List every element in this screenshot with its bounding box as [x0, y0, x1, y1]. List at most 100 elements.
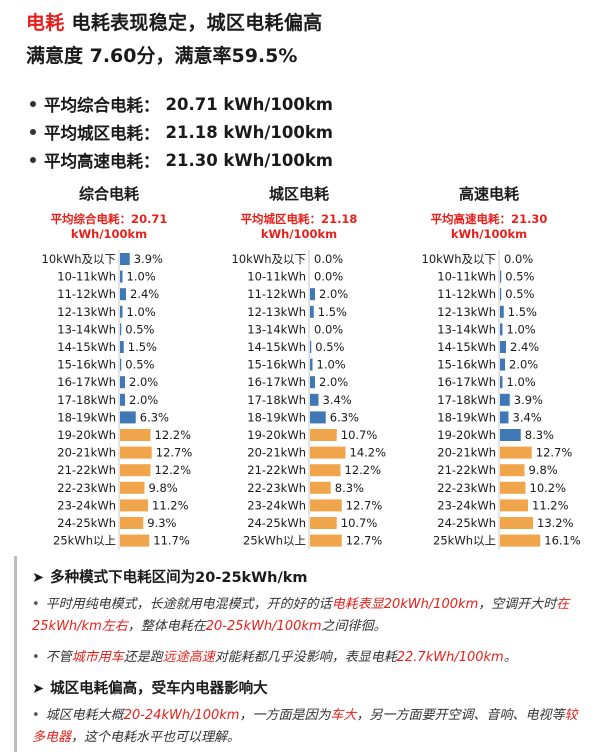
- value-label: 8.3%: [335, 481, 364, 495]
- value-label: 1.0%: [507, 375, 536, 389]
- bar: [120, 305, 123, 318]
- notes-section: ➤ 多种模式下电耗区间为20-25kWh/km • 平时用纯电模式，长途就用电混模式…: [14, 556, 594, 752]
- category-label: 21-22kWh: [57, 463, 116, 477]
- bar: [310, 411, 326, 424]
- bar: [500, 534, 541, 547]
- category-label: 10-11kWh: [437, 270, 496, 284]
- bar: [310, 517, 337, 529]
- highlight-text: 20-24kWh/100km: [123, 708, 240, 723]
- bar: [120, 376, 125, 389]
- value-label: 16.1%: [544, 534, 581, 548]
- bar: [310, 429, 337, 441]
- category-label: 14-15kWh: [437, 340, 496, 354]
- bar: [500, 517, 533, 529]
- category-label: 11-12kWh: [57, 287, 116, 301]
- chart-subtitle: 平均城区电耗：21.18 kWh/100km: [240, 212, 358, 241]
- category-label: 12-13kWh: [247, 305, 306, 319]
- average-label: 平均综合电耗：: [44, 96, 160, 115]
- category-label: 16-17kWh: [57, 375, 116, 389]
- bullet-icon: [30, 101, 36, 107]
- averages-list: 平均综合电耗： 20.71 kWh/100km 平均城区电耗： 21.18 kWh/…: [30, 90, 333, 174]
- value-label: 0.0%: [504, 252, 533, 266]
- category-label: 20-21kWh: [437, 446, 496, 460]
- text: 之间徘徊。: [321, 619, 387, 634]
- bar: [500, 270, 502, 283]
- category-label: 25kWh以上: [243, 534, 306, 548]
- bar: [500, 446, 532, 459]
- value-label: 12.2%: [155, 463, 192, 477]
- category-label: 24-25kWh: [437, 516, 496, 530]
- bar: [310, 464, 341, 477]
- category-label: 17-18kWh: [247, 393, 306, 407]
- category-label: 24-25kWh: [57, 516, 116, 530]
- heading-text: 城区电耗偏高，受车内电器影响大: [50, 681, 268, 697]
- bullet-icon: •: [32, 597, 40, 612]
- value-label: 0.0%: [314, 270, 343, 284]
- value-label: 0.5%: [125, 358, 154, 372]
- category-label: 10-11kWh: [57, 270, 116, 284]
- bar: [500, 376, 503, 389]
- bar: [120, 481, 145, 494]
- bar: [310, 288, 315, 301]
- value-label: 6.3%: [140, 410, 169, 424]
- value-label: 9.8%: [149, 481, 178, 495]
- value-label: 2.0%: [509, 358, 538, 372]
- chart-combined: 10kWh及以下 3.9% 10-11kWh 1.0% 11-12kWh 2.4% 12-1…: [42, 250, 193, 550]
- value-label: 1.0%: [127, 305, 156, 319]
- bar: [120, 446, 152, 459]
- category-label: 15-16kWh: [247, 358, 306, 372]
- bar: [500, 429, 521, 441]
- bar: [500, 305, 504, 318]
- value-label: 8.3%: [525, 428, 554, 442]
- category-label: 13-14kWh: [247, 322, 306, 336]
- category-label: 22-23kWh: [247, 481, 306, 495]
- category-label: 21-22kWh: [437, 463, 496, 477]
- category-label: 24-25kWh: [247, 516, 306, 530]
- value-label: 10.2%: [530, 481, 567, 495]
- chevron-right-icon: ➤: [32, 681, 45, 697]
- bar: [120, 429, 151, 441]
- category-label: 14-15kWh: [57, 340, 116, 354]
- chart-title: 城区电耗: [268, 185, 329, 203]
- category-label: 11-12kWh: [437, 287, 496, 301]
- value-label: 12.2%: [155, 428, 192, 442]
- text: ，空调开大时: [478, 597, 557, 612]
- bar: [120, 288, 126, 301]
- bar: [500, 358, 505, 371]
- notes-heading-2: ➤ 城区电耗偏高，受车内电器影响大: [32, 677, 268, 698]
- bar: [120, 517, 144, 529]
- category-label: 25kWh以上: [433, 534, 496, 548]
- category-label: 17-18kWh: [57, 393, 116, 407]
- text: 对能耗都几乎没影响，表显电耗: [214, 650, 397, 665]
- category-label: 13-14kWh: [437, 322, 496, 336]
- value-label: 2.0%: [129, 375, 158, 389]
- category-label: 21-22kWh: [247, 463, 306, 477]
- average-row-city: 平均城区电耗： 21.18 kWh/100km: [30, 118, 333, 146]
- highlight-text: 电耗表显20kWh/100km: [331, 597, 479, 612]
- value-label: 12.7%: [156, 446, 193, 460]
- category-label: 22-23kWh: [57, 481, 116, 495]
- page-title: 电耗 电耗表现稳定，城区电耗偏高: [26, 8, 322, 35]
- chart-subtitle: 平均综合电耗：20.71 kWh/100km: [50, 212, 168, 241]
- value-label: 0.0%: [314, 322, 343, 336]
- value-label: 2.0%: [129, 393, 158, 407]
- category-label: 18-19kWh: [247, 410, 306, 424]
- value-label: 2.0%: [319, 287, 348, 301]
- category-label: 20-21kWh: [57, 446, 116, 460]
- average-value: 21.18 kWh/100km: [165, 122, 334, 142]
- text: ，这个电耗水平也可以理解。: [71, 730, 241, 745]
- bullet-icon: •: [32, 650, 40, 665]
- category-label: 23-24kWh: [247, 498, 306, 512]
- highlight-text: 22.7kWh/100km: [396, 650, 504, 665]
- value-label: 6.3%: [330, 410, 359, 424]
- text: 不管: [45, 650, 72, 665]
- chart-title: 综合电耗: [78, 185, 139, 203]
- chart-title: 高速电耗: [458, 185, 519, 203]
- value-label: 14.2%: [350, 446, 387, 460]
- highlight-text: 在25kWh/km左右: [32, 597, 570, 634]
- title-highlight: 电耗: [26, 12, 65, 34]
- value-label: 0.5%: [505, 287, 534, 301]
- bar: [310, 358, 313, 371]
- value-label: 11.2%: [152, 498, 189, 512]
- bar: [310, 534, 342, 547]
